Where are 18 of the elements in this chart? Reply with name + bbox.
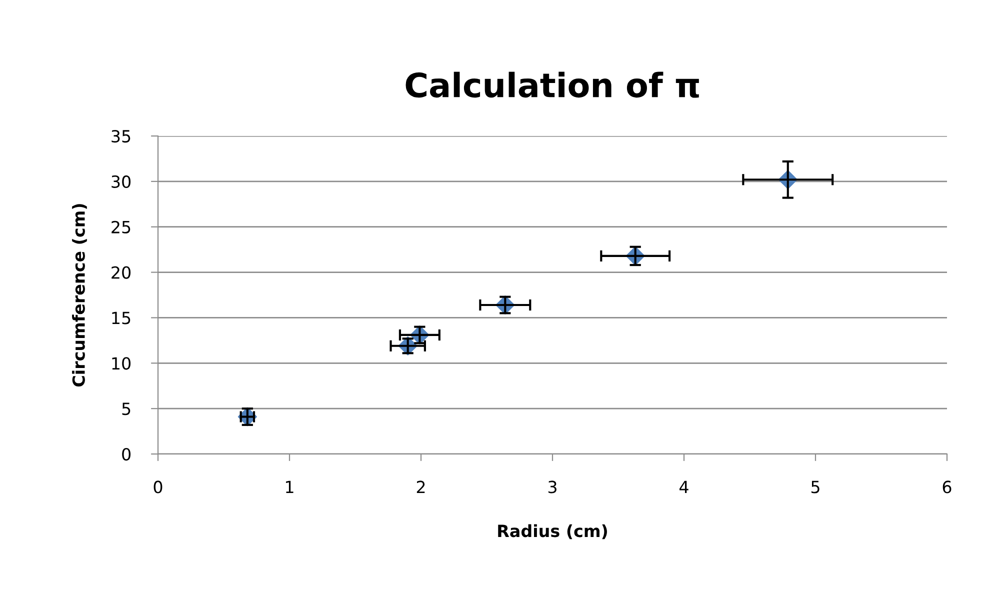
chart-title: Calculation of π bbox=[406, 72, 699, 98]
y-tick-label: 0 bbox=[122, 448, 131, 461]
x-axis-title: Radius (cm) bbox=[498, 524, 607, 540]
x-tick-label: 4 bbox=[680, 480, 688, 494]
y-axis-title: Circumference (cm) bbox=[72, 204, 87, 387]
y-tick-label: 20 bbox=[112, 266, 131, 279]
y-tick-label: 35 bbox=[112, 130, 130, 143]
y-tick-label: 15 bbox=[112, 312, 130, 324]
y-tick-label: 25 bbox=[112, 220, 130, 234]
x-tick-label: 0 bbox=[154, 480, 162, 494]
x-tick-label: 2 bbox=[416, 480, 425, 494]
x-tick-label: 6 bbox=[942, 480, 952, 494]
y-tick-label: 5 bbox=[122, 402, 130, 416]
x-tick-label: 5 bbox=[811, 480, 820, 494]
x-tick-label: 3 bbox=[548, 480, 556, 494]
y-tick-label: 10 bbox=[112, 357, 131, 370]
x-tick-label: 1 bbox=[286, 480, 294, 494]
y-tick-label: 30 bbox=[112, 175, 131, 188]
